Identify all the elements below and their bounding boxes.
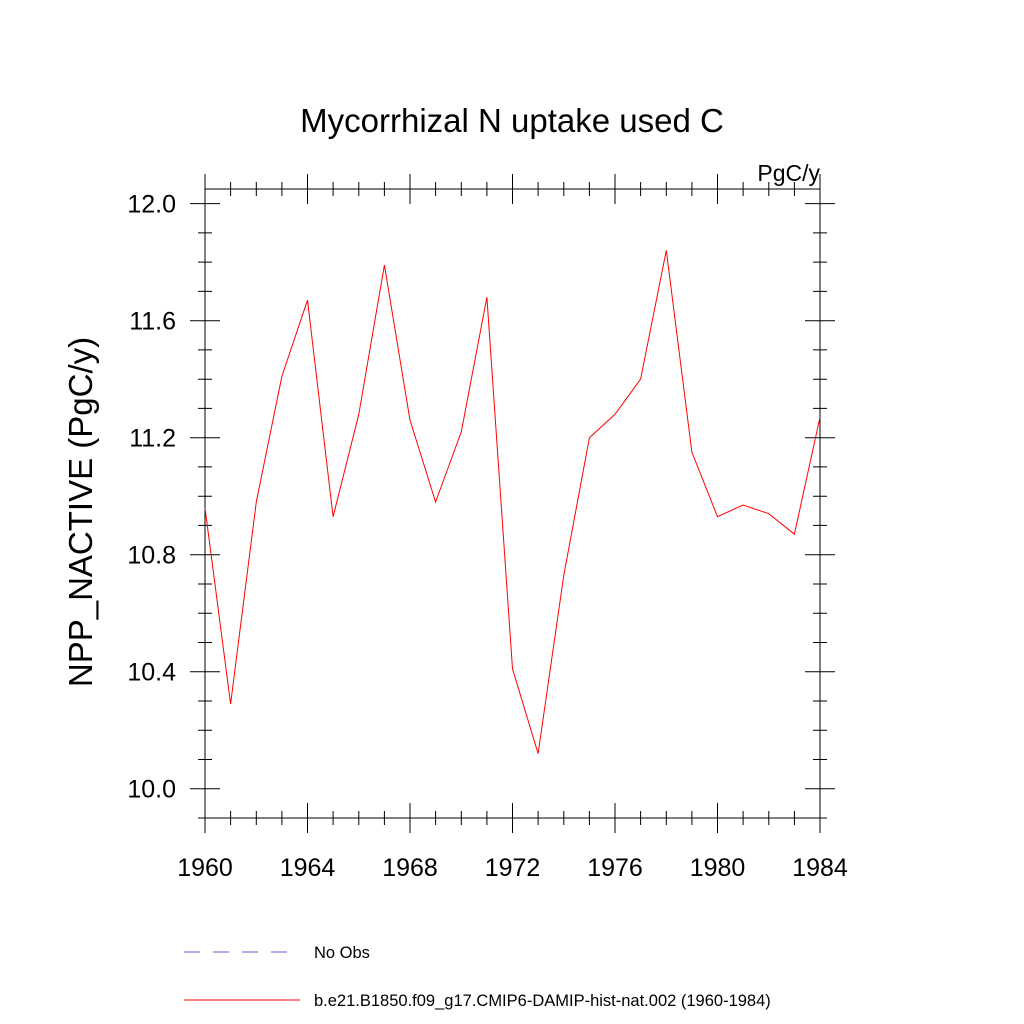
- units-label: PgC/y: [757, 160, 820, 186]
- x-tick-label: 1972: [485, 854, 541, 882]
- y-axis-ticks: 10.0 10.4 10.8 11.2 11.6 12.0: [127, 191, 835, 819]
- plot-frame: [204, 188, 821, 819]
- series-line: [204, 250, 821, 754]
- x-major-ticks: [204, 174, 821, 833]
- plot-border: [204, 188, 821, 819]
- y-tick-label: 11.6: [129, 308, 176, 336]
- legend-label: No Obs: [314, 944, 370, 962]
- y-major-ticks: [190, 203, 835, 790]
- x-tick-label: 1968: [382, 854, 438, 882]
- x-tick-label: 1964: [280, 854, 336, 882]
- y-tick-label: 12.0: [127, 191, 176, 219]
- x-axis-ticks: 1960 1964 1968 1972 1976 1980 1984: [177, 174, 848, 882]
- legend-label: b.e21.B1850.f09_g17.CMIP6-DAMIP-hist-nat…: [314, 992, 771, 1010]
- chart-title: Mycorrhizal N uptake used C: [300, 102, 724, 139]
- legend: No Obs b.e21.B1850.f09_g17.CMIP6-DAMIP-hi…: [184, 944, 771, 1010]
- y-tick-label: 10.0: [127, 776, 176, 804]
- x-minor-ticks: [230, 182, 795, 825]
- x-tick-label: 1984: [792, 854, 848, 882]
- series-lines: [204, 250, 821, 754]
- y-tick-label: 10.4: [127, 659, 176, 687]
- x-tick-label: 1980: [690, 854, 746, 882]
- y-minor-ticks: [198, 232, 827, 819]
- y-axis-label: NPP_NACTIVE (PgC/y): [62, 337, 99, 687]
- y-tick-label: 10.8: [127, 542, 176, 570]
- y-tick-label: 11.2: [129, 425, 176, 453]
- x-tick-label: 1960: [177, 854, 233, 882]
- x-tick-label: 1976: [587, 854, 643, 882]
